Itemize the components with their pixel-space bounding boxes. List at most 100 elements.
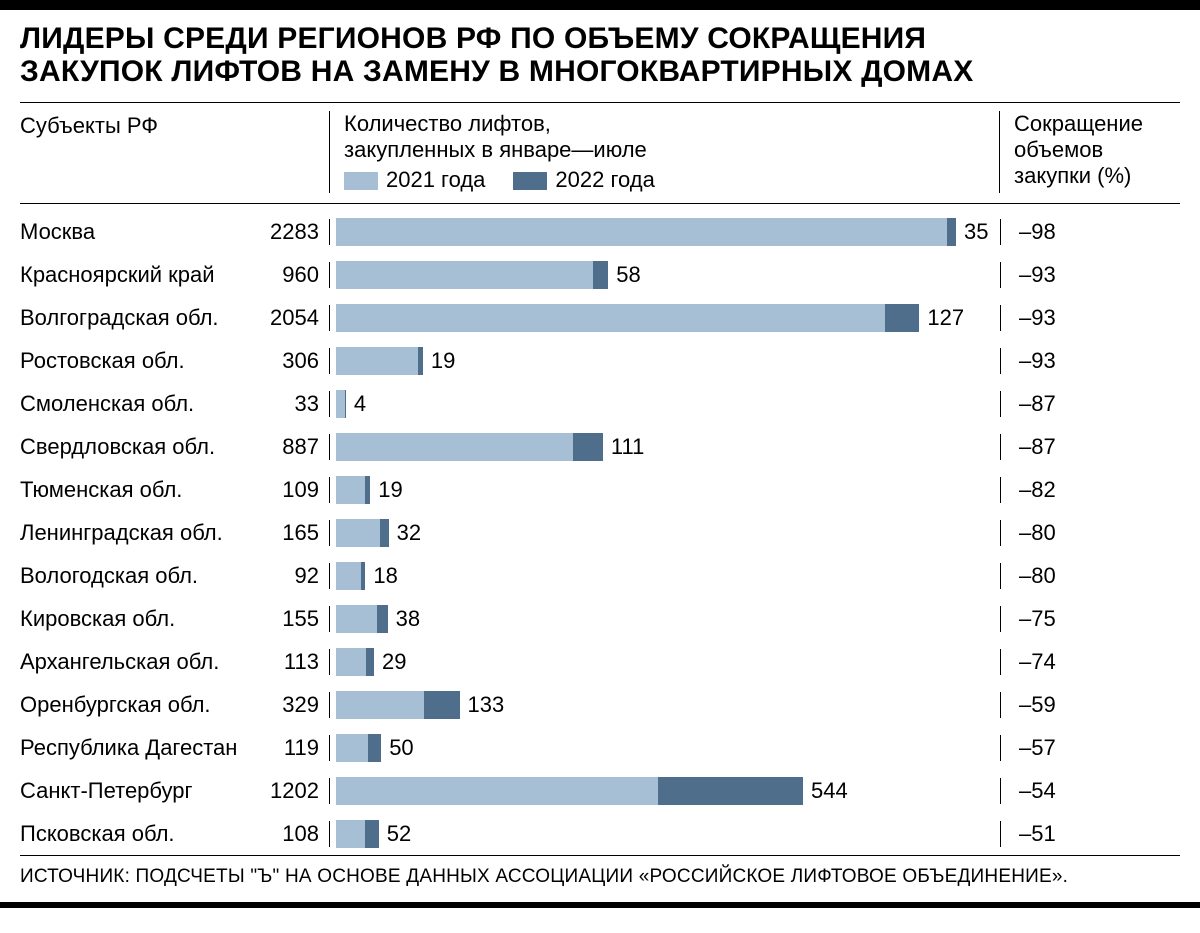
bar-2022 — [885, 304, 919, 332]
legend-label-2022: 2022 года — [555, 167, 654, 192]
bar-2021 — [336, 218, 947, 246]
value-2022: 19 — [370, 477, 402, 503]
swatch-2021 — [344, 172, 378, 190]
value-2021: 92 — [250, 563, 330, 589]
bar-2022 — [424, 691, 460, 719]
region-name: Архангельская обл. — [20, 649, 250, 675]
bar-cell: 29 — [330, 648, 1000, 676]
table-row: Свердловская обл.887111–87 — [20, 425, 1180, 468]
bar-2021 — [336, 390, 345, 418]
value-2022: 35 — [956, 219, 988, 245]
title-line-1: ЛИДЕРЫ СРЕДИ РЕГИОНОВ РФ ПО ОБЪЕМУ СОКРА… — [20, 22, 1180, 55]
bar-2021 — [336, 347, 418, 375]
reduction-value: –54 — [1000, 778, 1180, 804]
value-2022: 32 — [389, 520, 421, 546]
bar-2022 — [377, 605, 387, 633]
bar-cell: 19 — [330, 476, 1000, 504]
table-row: Ленинградская обл.165 32 –80 — [20, 511, 1180, 554]
value-2022: 127 — [919, 305, 964, 331]
header-chart-line-2: закупленных в январе—июле — [344, 137, 991, 163]
title-line-2: ЗАКУПОК ЛИФТОВ НА ЗАМЕНУ В МНОГОКВАРТИРН… — [20, 55, 1180, 88]
region-name: Тюменская обл. — [20, 477, 250, 503]
bar-stack: 35 — [336, 218, 988, 246]
bar-stack: 52 — [336, 820, 411, 848]
bar-cell: 52 — [330, 820, 1000, 848]
header-chart: Количество лифтов, закупленных в январе—… — [330, 111, 1000, 193]
value-2022: 38 — [388, 606, 420, 632]
bar-stack: 111 — [336, 433, 644, 461]
bar-stack: 58 — [336, 261, 641, 289]
swatch-2022 — [513, 172, 547, 190]
value-2021: 108 — [250, 821, 330, 847]
bar-cell: 35 — [330, 218, 1000, 246]
bar-2021 — [336, 261, 593, 289]
bar-stack: 19 — [336, 476, 403, 504]
reduction-value: –93 — [1000, 262, 1180, 288]
chart-frame: ЛИДЕРЫ СРЕДИ РЕГИОНОВ РФ ПО ОБЪЕМУ СОКРА… — [0, 0, 1200, 908]
table-row: Архангельская обл.113 29 –74 — [20, 640, 1180, 683]
bar-cell: 127 — [330, 304, 1000, 332]
table-row: Ростовская обл.30619–93 — [20, 339, 1180, 382]
reduction-value: –87 — [1000, 391, 1180, 417]
region-name: Вологодская обл. — [20, 563, 250, 589]
table-header: Субъекты РФ Количество лифтов, закупленн… — [20, 103, 1180, 204]
value-2021: 1202 — [250, 778, 330, 804]
header-reduction-line-2: объемов — [1014, 137, 1180, 163]
bar-stack: 38 — [336, 605, 420, 633]
value-2022: 18 — [365, 563, 397, 589]
bar-cell: 4 — [330, 390, 1000, 418]
bar-cell: 50 — [330, 734, 1000, 762]
region-name: Санкт-Петербург — [20, 778, 250, 804]
value-2021: 887 — [250, 434, 330, 460]
value-2022: 50 — [381, 735, 413, 761]
value-2022: 29 — [374, 649, 406, 675]
value-2021: 165 — [250, 520, 330, 546]
bar-stack: 127 — [336, 304, 964, 332]
bar-2022 — [593, 261, 609, 289]
value-2022: 19 — [423, 348, 455, 374]
value-2022: 111 — [603, 434, 644, 460]
value-2022: 4 — [346, 391, 366, 417]
bar-cell: 58 — [330, 261, 1000, 289]
reduction-value: –57 — [1000, 735, 1180, 761]
value-2021: 155 — [250, 606, 330, 632]
bar-cell: 38 — [330, 605, 1000, 633]
table-row: Красноярский край96058–93 — [20, 253, 1180, 296]
bar-2021 — [336, 519, 380, 547]
table-row: Оренбургская обл.329133–59 — [20, 683, 1180, 726]
region-name: Республика Дагестан — [20, 735, 250, 761]
bar-cell: 111 — [330, 433, 1000, 461]
bar-2022 — [658, 777, 804, 805]
bar-2021 — [336, 605, 377, 633]
region-name: Оренбургская обл. — [20, 692, 250, 718]
region-name: Ленинградская обл. — [20, 520, 250, 546]
bar-2022 — [947, 218, 956, 246]
value-2021: 113 — [250, 649, 330, 675]
reduction-value: –59 — [1000, 692, 1180, 718]
reduction-value: –74 — [1000, 649, 1180, 675]
region-name: Кировская обл. — [20, 606, 250, 632]
reduction-value: –98 — [1000, 219, 1180, 245]
value-2022: 58 — [608, 262, 640, 288]
bar-2021 — [336, 433, 573, 461]
reduction-value: –75 — [1000, 606, 1180, 632]
header-reduction-line-3: закупки (%) — [1014, 163, 1180, 189]
bar-stack: 32 — [336, 519, 421, 547]
bar-stack: 133 — [336, 691, 504, 719]
bar-stack: 4 — [336, 390, 366, 418]
header-reduction-line-1: Сокращение — [1014, 111, 1180, 137]
bar-stack: 19 — [336, 347, 455, 375]
table-row: Вологодская обл.92 18 –80 — [20, 554, 1180, 597]
value-2021: 2054 — [250, 305, 330, 331]
bar-2021 — [336, 648, 366, 676]
bar-cell: 18 — [330, 562, 1000, 590]
reduction-value: –80 — [1000, 520, 1180, 546]
reduction-value: –93 — [1000, 348, 1180, 374]
region-name: Ростовская обл. — [20, 348, 250, 374]
header-reduction: Сокращение объемов закупки (%) — [1000, 111, 1180, 193]
reduction-value: –80 — [1000, 563, 1180, 589]
table-row: Волгоградская обл.2054127–93 — [20, 296, 1180, 339]
value-2021: 960 — [250, 262, 330, 288]
bar-cell: 32 — [330, 519, 1000, 547]
bar-cell: 19 — [330, 347, 1000, 375]
